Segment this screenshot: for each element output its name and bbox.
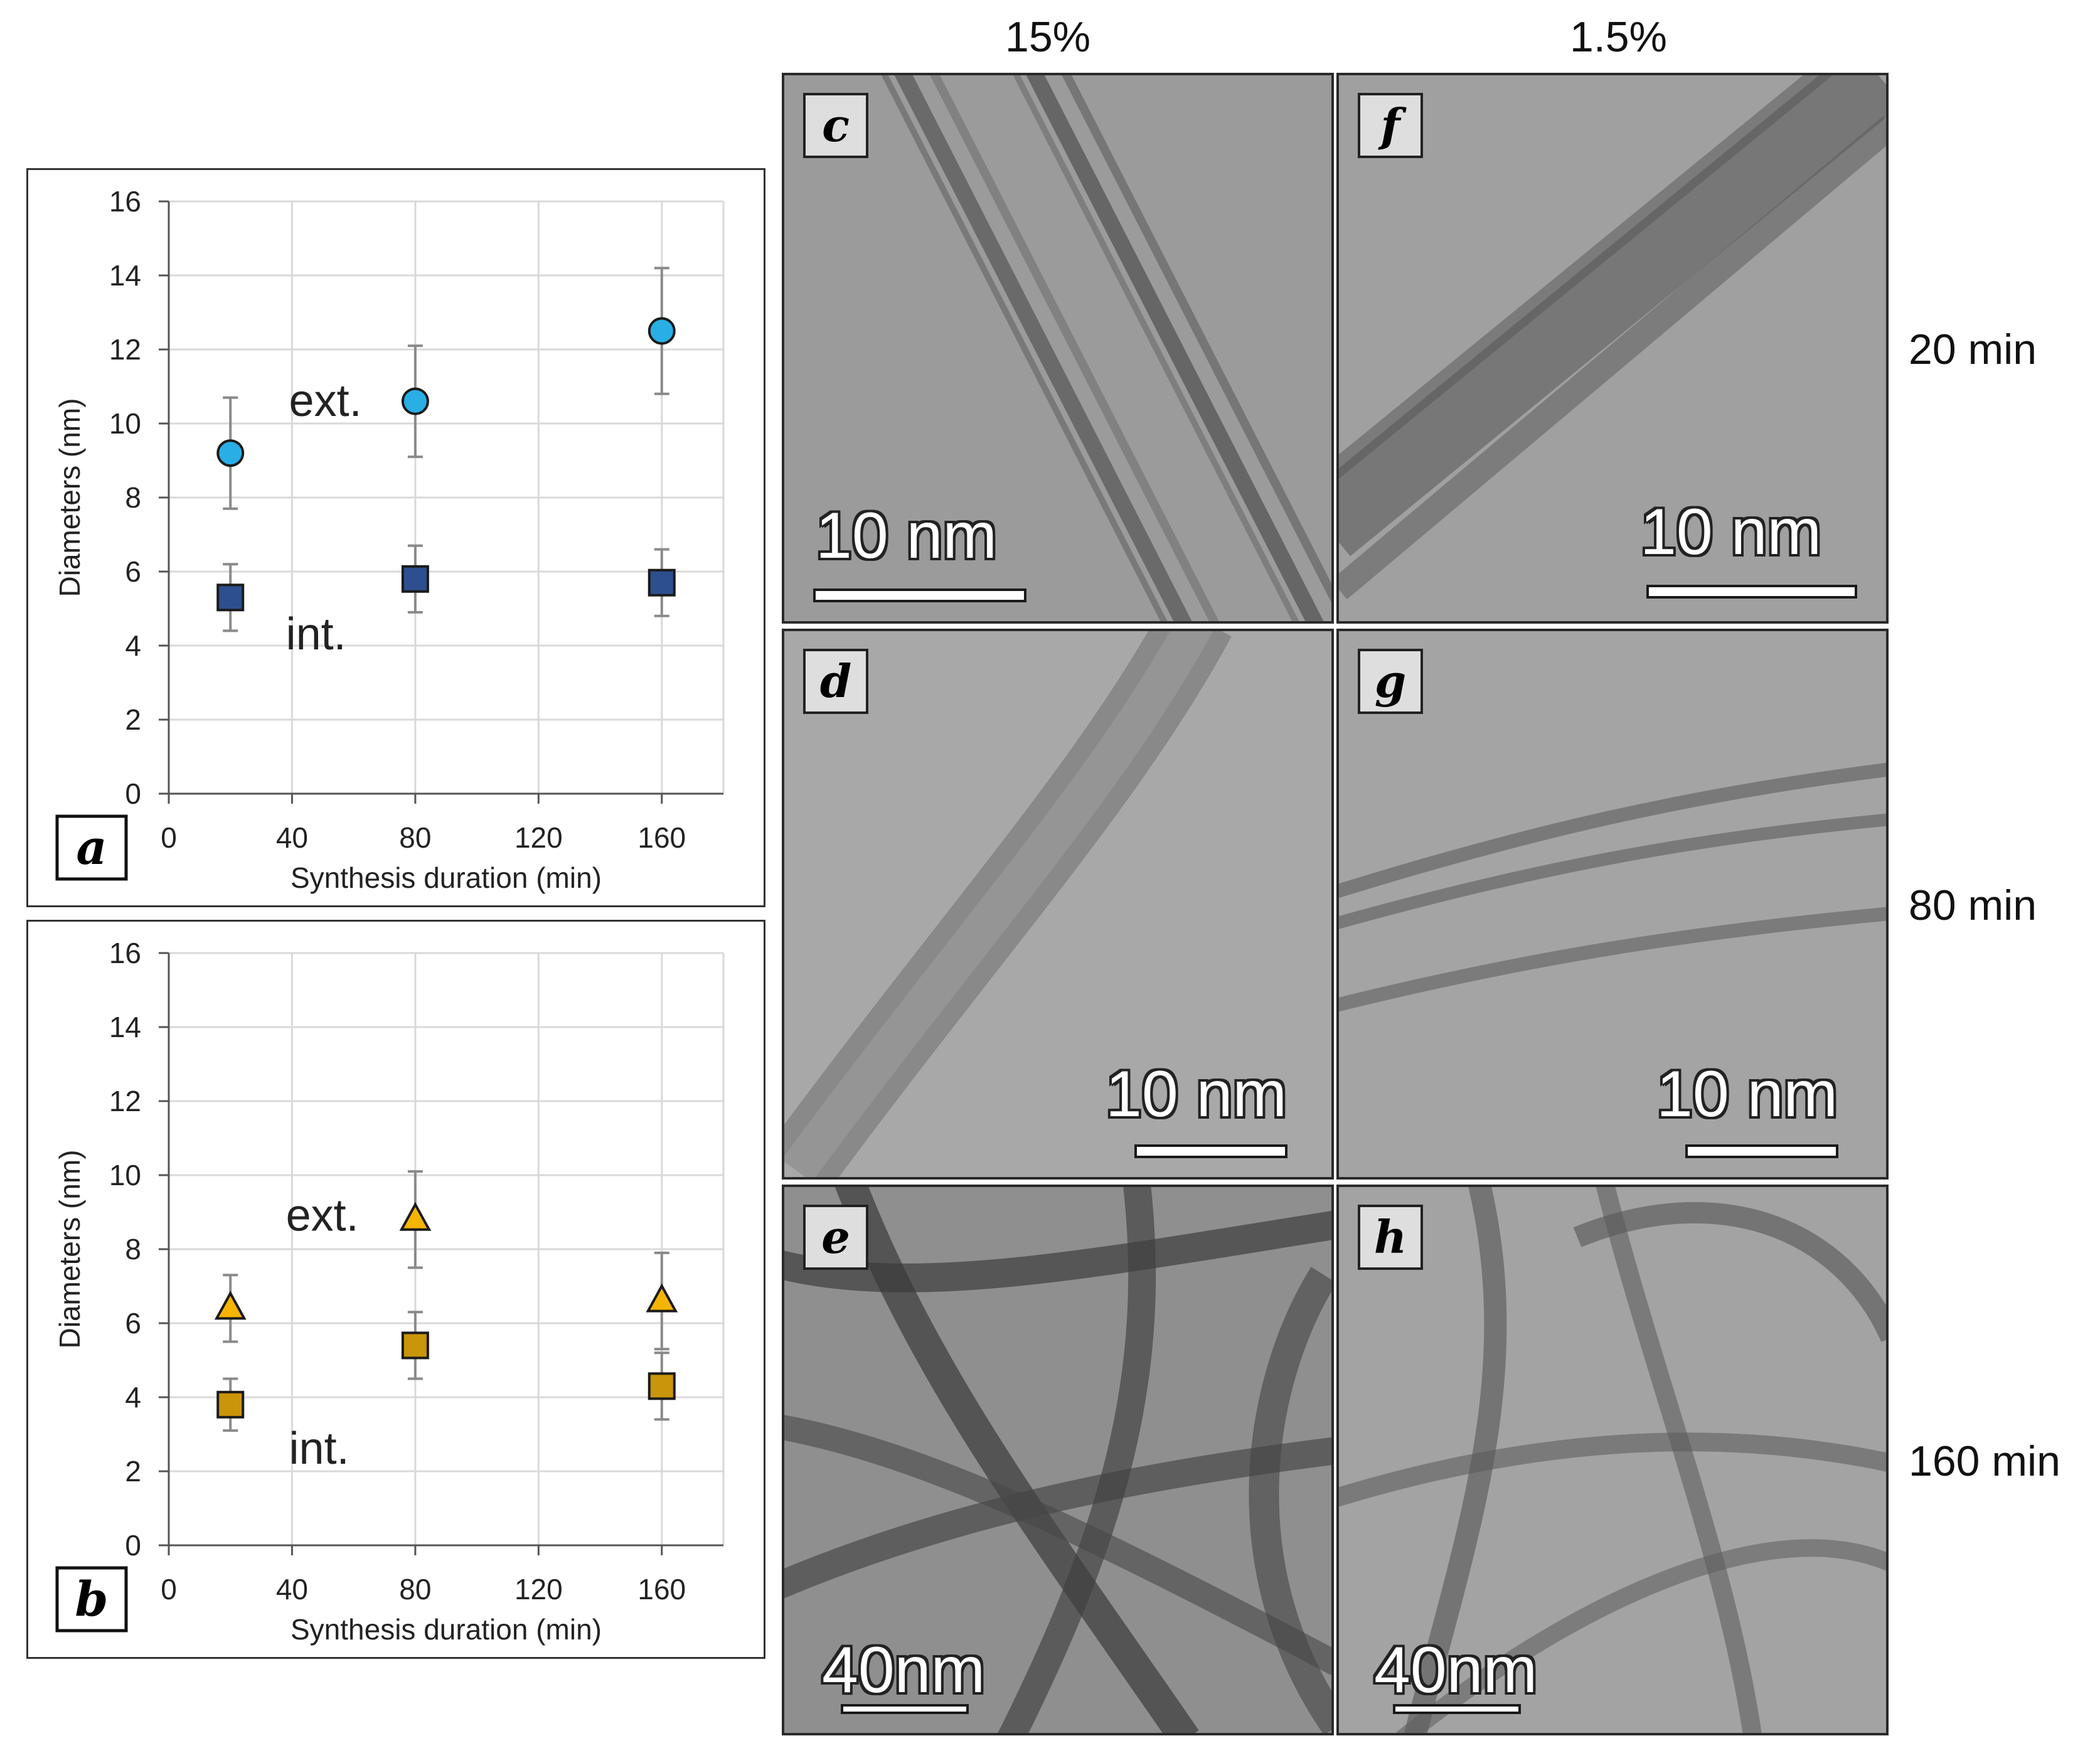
row-header-80min: 80 min [1909,882,2037,929]
chart-a-panel-letter-box [55,814,128,881]
chart-b-x-axis-title: Synthesis duration (min) [290,1613,602,1646]
chart-b-ytick-label: 8 [125,1233,141,1265]
micrograph-g-image [1339,631,1886,1177]
micrograph-h-image [1339,1187,1886,1733]
scale-bar-g [1685,1144,1838,1158]
scale-text-f: 10 nm [1640,496,1822,568]
chart-a-square-point [216,583,245,612]
chart-a-xtick-label: 160 [637,821,686,854]
column-header-1-5pct: 1.5% [1570,13,1667,61]
chart-b-triangle-point [214,1291,247,1320]
chart-b-square-point [648,1372,676,1400]
micrograph-d: d 10 nm [782,629,1334,1180]
chart-b-xtick-label: 40 [276,1573,308,1606]
panel-label-g: g [1358,649,1423,714]
chart-a-xtick-label: 120 [514,821,563,854]
scale-text-e: 40nm [822,1634,986,1707]
chart-a-annotation-int: int. [286,609,346,659]
panel-label-e: e [803,1205,868,1270]
chart-a-ytick-label: 8 [125,481,141,514]
chart-b-xtick-label: 0 [161,1573,177,1606]
scale-text-h: 40nm [1374,1634,1538,1707]
chart-a-circle-point [401,387,429,415]
chart-b-ytick-label: 6 [125,1307,141,1340]
scale-bar-f [1646,585,1857,599]
chart-a-ytick-label: 6 [125,555,141,588]
chart-b-ytick-label: 4 [125,1381,141,1414]
micrograph-f-image [1339,75,1886,621]
scale-bar-d [1134,1144,1287,1158]
chart-b-xtick-label: 120 [514,1573,563,1606]
chart-b-triangle-point [646,1283,678,1313]
micrograph-f: f 10 nm [1336,73,1889,624]
chart-b-ytick-label: 0 [125,1529,141,1562]
chart-a-y-axis-title: Diameters (nm) [53,398,86,597]
panel-label-c: c [803,93,868,158]
micrograph-e-image [784,1187,1331,1733]
chart-a-ytick-label: 2 [125,703,141,736]
chart-a-xtick-label: 0 [161,821,177,854]
chart-b-ytick-label: 2 [125,1455,141,1488]
micrograph-h: h 40nm [1336,1185,1889,1735]
chart-panel-a: 0 2 4 6 8 10 12 14 16 0 40 80 120 160 Synthesis durati… [26,168,765,907]
chart-a-annotation-ext: ext. [289,376,362,426]
row-header-160min: 160 min [1909,1437,2060,1485]
micrograph-c-image [784,75,1331,621]
chart-b-ytick-label: 12 [109,1085,141,1117]
scale-bar-c [813,589,1026,602]
chart-b-ytick-label: 14 [109,1011,141,1043]
chart-b-annotation-int: int. [289,1424,349,1474]
chart-b-ytick-label: 10 [109,1159,141,1191]
chart-panel-b: 0 2 4 6 8 10 12 14 16 0 40 80 120 160 Synthesis durati… [26,920,765,1659]
chart-b-xtick-label: 80 [399,1573,431,1606]
panel-label-f: f [1358,93,1423,158]
chart-a-ytick-label: 0 [125,777,141,810]
scale-text-c: 10 nm [816,499,998,572]
chart-b-ytick-label: 16 [109,937,141,969]
micrograph-g: g 10 nm [1336,629,1889,1180]
chart-a-x-axis-title: Synthesis duration (min) [290,861,602,894]
chart-b-panel-letter-box [55,1566,128,1633]
micrograph-c: c 10 nm [782,73,1334,624]
chart-b-annotation-ext: ext. [286,1191,359,1241]
column-header-15pct: 15% [1005,13,1091,61]
chart-a-circle-point [648,317,676,345]
scale-text-g: 10 nm [1656,1058,1838,1131]
chart-b-xtick-label: 160 [637,1573,686,1606]
scale-bar-e [841,1704,969,1714]
chart-a-circle-point [216,439,245,467]
scale-text-d: 10 nm [1106,1058,1287,1131]
chart-a-xtick-label: 80 [399,821,431,854]
chart-a-ytick-label: 16 [109,185,141,218]
chart-b-square-point [401,1331,429,1360]
chart-a-ytick-label: 4 [125,629,141,662]
chart-b-square-point [216,1390,245,1419]
row-header-20min: 20 min [1909,326,2037,373]
chart-a-square-point [401,565,429,593]
panel-label-h: h [1358,1205,1423,1270]
chart-b-y-axis-title: Diameters (nm) [53,1150,86,1349]
chart-b-panel-letter: b [75,1571,108,1627]
chart-a-square-point [648,568,676,597]
panel-label-d: d [803,649,868,714]
chart-a-xtick-label: 40 [276,821,308,854]
micrograph-e: e 40nm [782,1185,1334,1735]
chart-a-ytick-label: 12 [109,333,141,366]
chart-a-ytick-label: 10 [109,407,141,440]
chart-a-panel-letter: a [76,819,107,875]
chart-a-ytick-label: 14 [109,259,141,292]
chart-b-triangle-point [399,1201,432,1231]
micrograph-d-image [784,631,1331,1177]
scale-bar-h [1393,1704,1521,1714]
